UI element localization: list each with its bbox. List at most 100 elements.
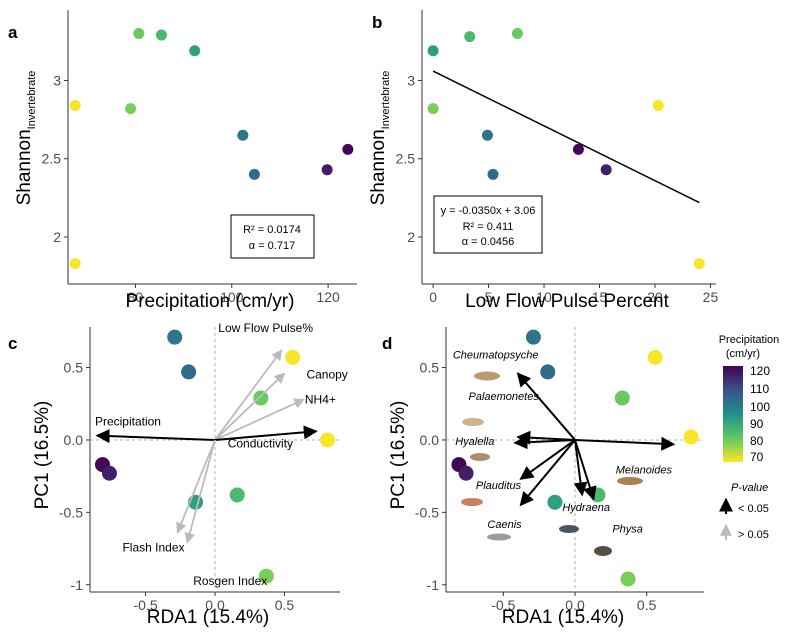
- panel-a-point: [125, 103, 137, 115]
- panel-c-vector-label: Conductivity: [228, 436, 293, 450]
- panel-b-x-tick-label: 15: [592, 289, 608, 305]
- legend-title-units: (cm/yr): [726, 348, 760, 360]
- panel-c-vector-arrow: [214, 398, 305, 441]
- panel-c-xlabel: RDA1 (15.4%): [147, 607, 270, 628]
- panel-b-point: [511, 27, 523, 39]
- panel-c-point: [258, 568, 274, 584]
- panel-c-vector-arrow: [95, 429, 216, 444]
- panel-c-point: [229, 487, 245, 503]
- pvalue-nonsig-label: > 0.05: [738, 529, 769, 541]
- legend-tick: 110: [750, 382, 769, 396]
- panel-b-x-tick-label: 10: [536, 289, 552, 305]
- panel-c-vector-label: Flash Index: [122, 541, 184, 555]
- panel-d-vector-arrow: [573, 439, 588, 497]
- panel-c-vector-arrow: [176, 439, 216, 534]
- panel-c-vector-label: Canopy: [306, 367, 347, 381]
- legend-tick: 120: [750, 364, 770, 378]
- panel-d-vector-label: Melanoides: [616, 464, 673, 476]
- panel-a-y-tick-label: 3: [53, 72, 61, 88]
- panel-a-point: [237, 129, 249, 141]
- panel-c-point: [320, 432, 335, 448]
- panel-c-letter: c: [8, 334, 17, 353]
- legend: Precipitation (cm/yr) 120 110 100 90 80 …: [719, 334, 780, 541]
- pvalue-sig-label: < 0.05: [738, 503, 769, 515]
- panel-d-vector-label: Palaemonetes: [469, 391, 540, 403]
- panel-a-point: [248, 168, 260, 180]
- panel-c-y-tick-label: 0.0: [64, 432, 84, 448]
- panel-b-point: [464, 31, 476, 43]
- panel-c-x-tick-label: 0.0: [205, 597, 225, 613]
- panel-b-x-tick-label: 25: [703, 289, 719, 305]
- panel-d-y-tick-label: 0.5: [420, 360, 440, 376]
- panel-c-vector-arrow: [184, 439, 216, 544]
- panel-d-point: [683, 429, 699, 445]
- legend-tick: 90: [750, 417, 764, 431]
- panel-d-point: [458, 465, 474, 481]
- panel-d-vector-arrow: [574, 439, 597, 501]
- panel-a-point: [69, 100, 81, 112]
- panel-a-x-tick-label: 100: [220, 289, 244, 305]
- legend-title: Precipitation: [719, 334, 780, 346]
- panel-c-y-tick-label: 0.5: [64, 360, 84, 376]
- panel-d-vector-arrow: [519, 439, 576, 507]
- panel-c-point: [181, 364, 197, 380]
- panel-a-point: [133, 27, 145, 39]
- taxon-photo-icon: [462, 418, 484, 426]
- panel-b-letter: b: [372, 13, 382, 32]
- panel-a-r2: R² = 0.0174: [243, 224, 301, 236]
- panel-b-fit-line: [432, 70, 700, 204]
- panel-a-y-tick-label: 2.5: [42, 151, 62, 167]
- panel-c-vector-label: NH4+: [305, 392, 336, 406]
- panel-d-vector-label: Hydraena: [562, 502, 610, 514]
- taxon-photo-icon: [559, 525, 579, 533]
- panel-d-xlabel: RDA1 (15.4%): [502, 607, 625, 628]
- panel-c-y-tick-label: -1: [71, 577, 84, 593]
- panel-b-x-tick-label: 5: [485, 289, 493, 305]
- panel-c-vector-label: Low Flow Pulse%: [218, 321, 313, 335]
- panel-d-letter: d: [382, 334, 392, 353]
- taxon-photo-icon: [470, 453, 490, 461]
- panel-d-point: [620, 571, 636, 587]
- panel-c-point: [285, 349, 301, 365]
- panel-a-ylabel: ShannonInvertebrate: [14, 71, 38, 206]
- panel-b-xlabel: Low Flow Pulse Percent: [465, 291, 670, 312]
- panel-b-equation: y = -0.0350x + 3.06: [441, 205, 536, 217]
- legend-tick: 70: [750, 450, 764, 464]
- panel-d-x-tick-label: -0.5: [491, 597, 515, 613]
- legend-tick: 100: [750, 400, 770, 414]
- pvalue-title: P-value: [731, 482, 768, 494]
- panel-d-vector-label: Hyalella: [455, 436, 494, 448]
- panel-b-r2: R² = 0.411: [463, 221, 514, 233]
- panel-a-x-tick-label: 80: [128, 289, 144, 305]
- panel-b-point: [652, 100, 664, 112]
- panel-d-vector-arrow: [513, 435, 576, 450]
- panel-d-point: [547, 494, 563, 510]
- panel-b-y-tick-label: 2.5: [396, 151, 416, 167]
- panel-b-point: [693, 258, 705, 270]
- panel-c-x-tick-label: -0.5: [133, 597, 157, 613]
- panel-b-y-tick-label: 3: [407, 72, 415, 88]
- panel-a-letter: a: [8, 23, 18, 42]
- panel-d-point: [525, 329, 541, 345]
- panel-b-stats-box: y = -0.0350x + 3.06 R² = 0.411 α = 0.045…: [433, 195, 543, 254]
- panel-d-point: [540, 364, 556, 380]
- panel-b-x-tick-label: 0: [429, 289, 437, 305]
- panel-b-point: [481, 129, 493, 141]
- panel-a-point: [189, 45, 201, 57]
- panel-b-alpha: α = 0.0456: [462, 236, 515, 248]
- panel-d-x-tick-label: 0.0: [565, 597, 585, 613]
- panel-c-x-tick-label: 0.5: [275, 597, 295, 613]
- panel-c-vector-arrow: [214, 372, 286, 441]
- taxon-photo-icon: [617, 477, 643, 485]
- panel-d-point: [647, 349, 663, 365]
- panel-b-point: [427, 103, 439, 115]
- panel-c-point: [101, 465, 117, 481]
- panel-b-point: [600, 164, 612, 176]
- panel-c-point: [167, 329, 183, 345]
- panel-d-y-tick-label: -1: [427, 577, 440, 593]
- panel-a-point: [342, 143, 354, 155]
- panel-a-point: [69, 258, 81, 270]
- panel-b-point: [572, 143, 584, 155]
- panel-a-point: [155, 29, 167, 41]
